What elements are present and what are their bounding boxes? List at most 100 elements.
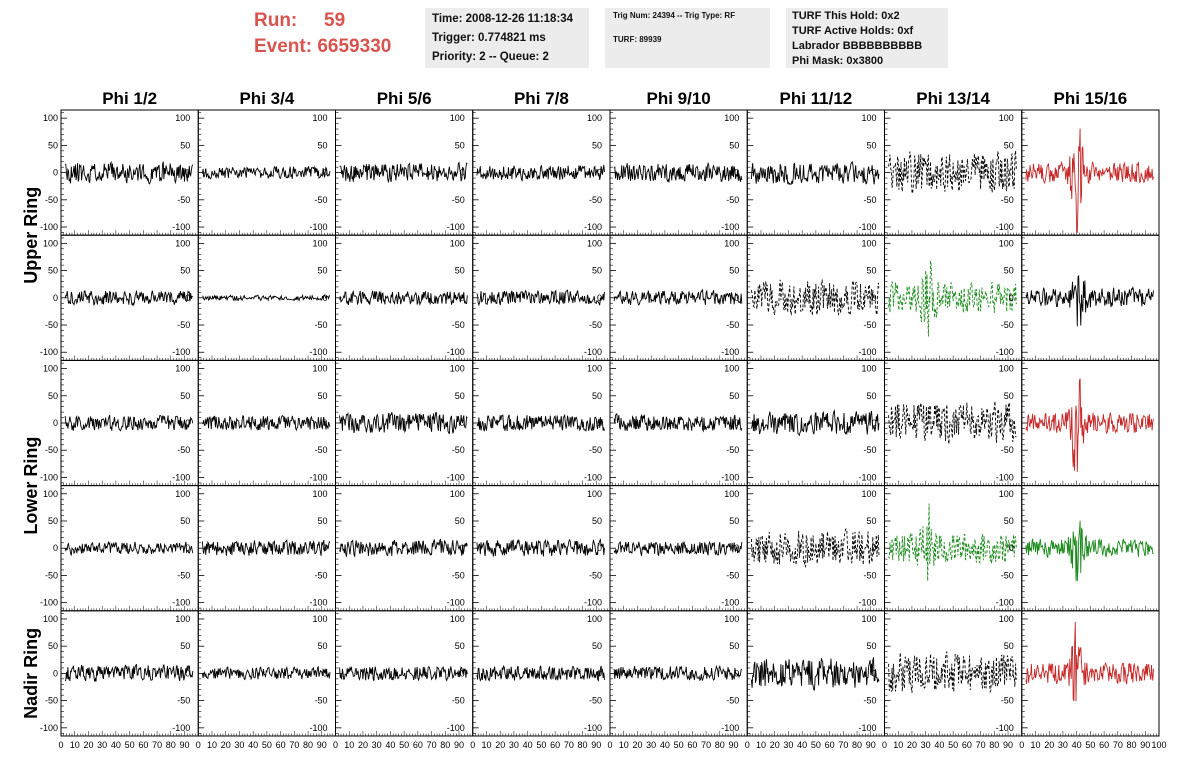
turf-hold-line: TURF This Hold: 0x2 xyxy=(792,10,900,22)
y-tick-label: -50 xyxy=(45,696,58,706)
y-tick-label: 100 xyxy=(587,238,602,248)
waveform-series xyxy=(1025,128,1154,233)
y-tick-label: 0 xyxy=(460,668,465,678)
y-tick-label: 100 xyxy=(175,364,190,374)
y-tick-label: 100 xyxy=(312,238,327,248)
y-tick-label: 0 xyxy=(460,168,465,178)
y-tick-label: -50 xyxy=(45,320,58,330)
waveform-series xyxy=(1025,275,1154,327)
y-tick-label: 100 xyxy=(312,614,327,624)
y-tick-label: 100 xyxy=(450,238,465,248)
y-tick-label: 0 xyxy=(322,168,327,178)
y-tick-label: 50 xyxy=(729,140,739,150)
y-tick-label: 50 xyxy=(866,641,876,651)
y-tick-label: -50 xyxy=(45,570,58,580)
y-tick-label: -100 xyxy=(858,472,876,482)
waveform-series xyxy=(888,651,1017,694)
waveform-series xyxy=(64,160,194,185)
x-tick-label: 50 xyxy=(674,740,684,750)
waveform-series xyxy=(888,401,1017,445)
y-tick-label: 0 xyxy=(734,293,739,303)
waveform-series xyxy=(1025,520,1154,582)
x-tick-label: 60 xyxy=(825,740,835,750)
y-tick-label: 50 xyxy=(317,391,327,401)
y-tick-label: 100 xyxy=(587,113,602,123)
y-tick-label: -100 xyxy=(447,472,465,482)
time-info-box: Time: 2008-12-26 11:18:34 Trigger: 0.774… xyxy=(425,8,589,68)
y-tick-label: 0 xyxy=(871,168,876,178)
y-tick-label: 50 xyxy=(729,266,739,276)
x-tick-label: 80 xyxy=(715,740,725,750)
x-tick-label: 0 xyxy=(882,740,887,750)
y-tick-label: 0 xyxy=(322,668,327,678)
y-tick-label: -50 xyxy=(452,696,465,706)
x-tick-label: 10 xyxy=(1030,740,1040,750)
y-tick-label: 100 xyxy=(861,614,876,624)
y-tick-label: -50 xyxy=(863,570,876,580)
y-tick-label: -50 xyxy=(314,696,327,706)
x-tick-label: 0 xyxy=(196,740,201,750)
waveform-series xyxy=(64,290,193,307)
waveform-series xyxy=(202,293,331,302)
y-tick-label: 50 xyxy=(866,266,876,276)
y-tick-label: -100 xyxy=(996,598,1014,608)
y-tick-label: 0 xyxy=(1009,168,1014,178)
y-tick-label: 100 xyxy=(450,364,465,374)
y-tick-label: -100 xyxy=(858,347,876,357)
y-tick-label: 50 xyxy=(866,516,876,526)
y-tick-label: -100 xyxy=(40,222,58,232)
x-tick-label: 30 xyxy=(921,740,931,750)
y-tick-label: 50 xyxy=(1004,516,1014,526)
x-tick-label: 80 xyxy=(989,740,999,750)
y-tick-label: 100 xyxy=(999,364,1014,374)
y-tick-label: -50 xyxy=(863,445,876,455)
y-tick-label: 0 xyxy=(185,543,190,553)
y-tick-label: 50 xyxy=(48,391,58,401)
y-tick-label: -100 xyxy=(584,723,602,733)
y-tick-label: 0 xyxy=(322,293,327,303)
y-tick-label: 50 xyxy=(1004,641,1014,651)
run-label: Run: xyxy=(254,10,298,31)
y-tick-label: 0 xyxy=(460,418,465,428)
y-tick-label: 50 xyxy=(455,391,465,401)
waveform-series xyxy=(1025,621,1154,702)
x-tick-label: 10 xyxy=(207,740,217,750)
x-tick-label: 10 xyxy=(344,740,354,750)
y-tick-label: -100 xyxy=(996,472,1014,482)
x-tick-label: 10 xyxy=(756,740,766,750)
y-tick-label: -100 xyxy=(996,723,1014,733)
y-tick-label: 50 xyxy=(592,391,602,401)
y-tick-label: -50 xyxy=(1001,320,1014,330)
y-tick-label: -50 xyxy=(863,696,876,706)
y-tick-label: -100 xyxy=(858,222,876,232)
y-tick-label: -50 xyxy=(452,445,465,455)
y-tick-label: -50 xyxy=(1001,570,1014,580)
y-tick-label: 0 xyxy=(597,668,602,678)
x-tick-label: 90 xyxy=(1140,740,1150,750)
y-tick-label: -100 xyxy=(172,723,190,733)
x-tick-label: 30 xyxy=(97,740,107,750)
y-tick-label: -100 xyxy=(584,222,602,232)
y-tick-label: 0 xyxy=(597,293,602,303)
y-tick-label: -100 xyxy=(447,723,465,733)
x-tick-label: 0 xyxy=(58,740,63,750)
y-tick-label: 0 xyxy=(185,668,190,678)
y-tick-label: 50 xyxy=(455,266,465,276)
y-tick-label: 50 xyxy=(592,266,602,276)
x-tick-label: 20 xyxy=(907,740,917,750)
waveform-series xyxy=(476,664,605,683)
y-tick-label: -100 xyxy=(721,222,739,232)
y-tick-label: -100 xyxy=(172,598,190,608)
waveform-series xyxy=(750,528,880,568)
y-tick-label: 0 xyxy=(53,293,58,303)
y-tick-label: 100 xyxy=(312,364,327,374)
y-tick-label: 100 xyxy=(724,614,739,624)
y-tick-label: 50 xyxy=(317,140,327,150)
y-tick-label: -50 xyxy=(314,195,327,205)
y-tick-label: 50 xyxy=(729,516,739,526)
panel-frame xyxy=(335,234,474,361)
y-tick-label: 50 xyxy=(48,140,58,150)
y-tick-label: 100 xyxy=(43,113,58,123)
y-tick-label: -50 xyxy=(726,570,739,580)
x-tick-label: 60 xyxy=(276,740,286,750)
